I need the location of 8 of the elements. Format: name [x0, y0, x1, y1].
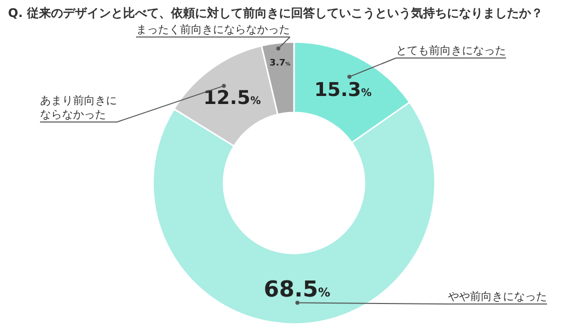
- data-label: 12.5%: [203, 86, 262, 109]
- slice-label: あまり前向きにならなかった: [40, 94, 117, 121]
- slice-label: やや前向きになった: [448, 290, 547, 303]
- data-label: 15.3%: [314, 78, 372, 101]
- slice-label: まったく前向きにならなかった: [136, 23, 290, 36]
- slice-label: とても前向きになった: [396, 44, 506, 57]
- chart-title: Q. 従来のデザインと比べて、依頼に対して前向きに回答していこうという気持ちになりましたか？: [8, 6, 543, 20]
- data-label: 68.5%: [264, 277, 330, 302]
